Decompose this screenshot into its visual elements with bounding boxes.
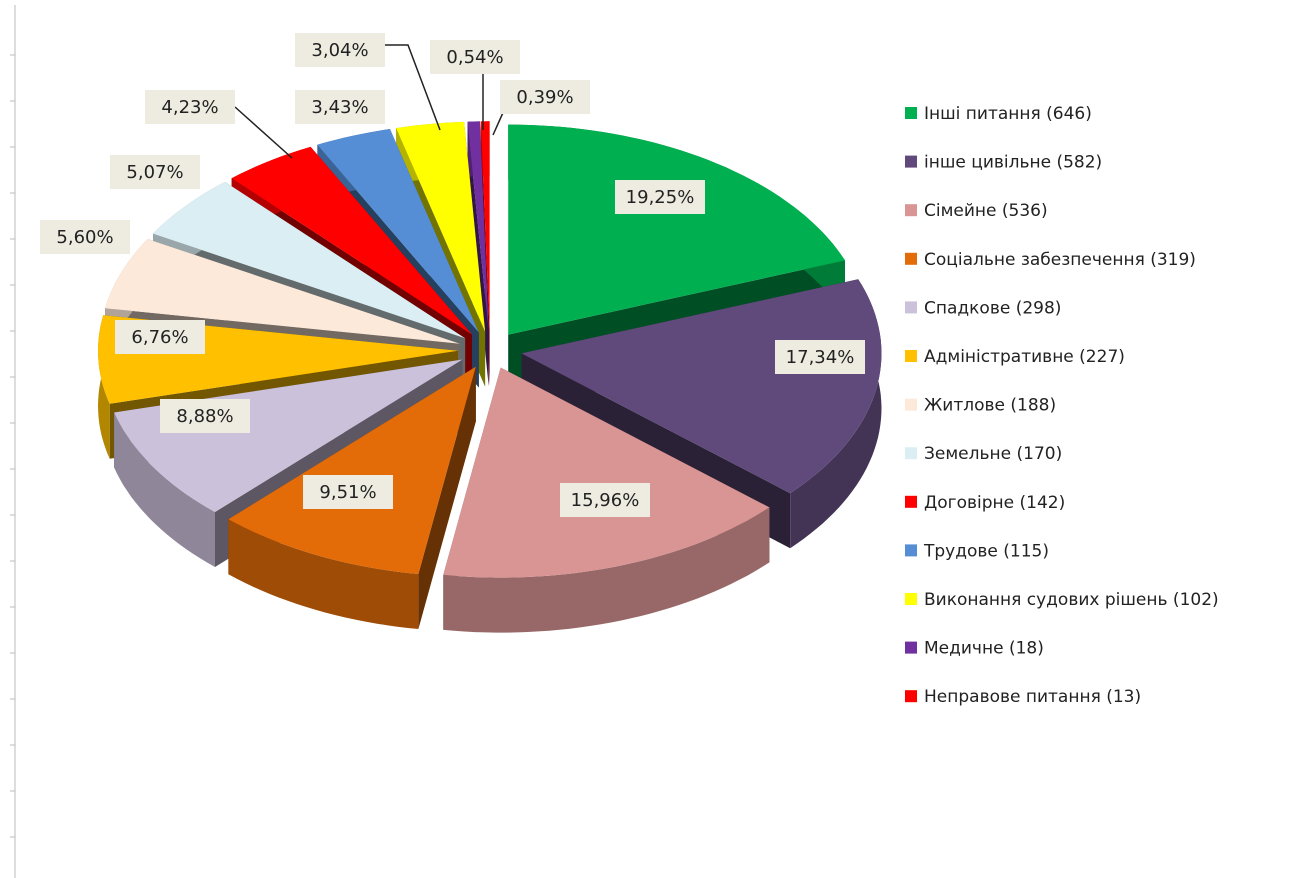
data-label: 15,96% xyxy=(571,490,640,511)
slice xyxy=(105,239,460,344)
legend-label: Виконання судових рішень (102) xyxy=(924,590,1219,610)
legend-swatch xyxy=(905,301,917,314)
label-box xyxy=(500,80,590,114)
data-label: 5,07% xyxy=(126,162,183,183)
slice xyxy=(443,367,770,578)
label-box xyxy=(295,90,385,124)
data-label: 0,54% xyxy=(446,47,503,68)
legend-label: інше цивільне (582) xyxy=(924,153,1102,173)
legend-label: Інші питання (646) xyxy=(924,104,1092,124)
data-label: 6,76% xyxy=(131,327,188,348)
slice xyxy=(508,124,845,335)
label-box xyxy=(160,399,250,433)
data-label: 9,51% xyxy=(319,482,376,503)
leader-line xyxy=(385,44,441,131)
slice-wall xyxy=(114,412,215,567)
legend-swatch xyxy=(905,544,917,557)
legend-swatch xyxy=(905,252,917,265)
legend-label: Спадкове (298) xyxy=(924,298,1061,318)
slice xyxy=(231,146,472,335)
legend-swatch xyxy=(905,593,917,605)
slice xyxy=(228,366,476,574)
label-box xyxy=(775,340,865,374)
legend-label: Житлове (188) xyxy=(924,396,1056,416)
legend-label: Неправове питання (13) xyxy=(924,687,1141,707)
slice-wall xyxy=(228,519,419,629)
legend-swatch xyxy=(905,641,917,654)
legend-label: Медичне (18) xyxy=(924,639,1044,659)
slice-side xyxy=(418,366,476,629)
legend-swatch xyxy=(905,204,917,217)
legend-label: Договірне (142) xyxy=(924,493,1065,513)
legend-swatch xyxy=(905,495,917,508)
label-box xyxy=(303,475,393,509)
legend-label: Земельне (170) xyxy=(924,444,1062,464)
legend-label: Адміністративне (227) xyxy=(924,347,1125,367)
legend-swatch xyxy=(905,155,917,168)
legend-swatch xyxy=(905,350,917,362)
slice xyxy=(480,121,490,332)
slice xyxy=(467,121,489,332)
slice-wall xyxy=(443,507,770,633)
data-label: 19,25% xyxy=(626,187,695,208)
slice xyxy=(317,129,479,333)
slice-wall xyxy=(790,279,882,549)
legend-label: Сімейне (536) xyxy=(924,201,1048,221)
label-box xyxy=(430,40,520,74)
legend-swatch xyxy=(905,447,917,460)
label-box xyxy=(295,33,385,67)
slice xyxy=(153,181,466,339)
slice xyxy=(521,279,882,494)
data-label: 5,60% xyxy=(56,227,113,248)
legend-label: Трудове (115) xyxy=(923,541,1049,561)
label-box xyxy=(110,155,200,189)
data-label: 3,04% xyxy=(311,40,368,61)
left-axis xyxy=(10,5,16,878)
label-box xyxy=(560,483,650,517)
leader-line xyxy=(234,106,293,159)
data-label: 8,88% xyxy=(176,406,233,427)
data-label: 4,23% xyxy=(161,97,218,118)
label-box xyxy=(615,180,705,214)
legend-swatch xyxy=(905,690,917,703)
label-box xyxy=(115,320,205,354)
data-label: 0,39% xyxy=(516,87,573,108)
label-box xyxy=(40,220,130,254)
slice xyxy=(396,121,486,332)
data-label: 3,43% xyxy=(311,97,368,118)
label-box xyxy=(145,90,235,124)
data-label: 17,34% xyxy=(786,347,855,368)
slice xyxy=(114,359,463,512)
legend-label: Соціальне забезпечення (319) xyxy=(924,250,1196,270)
legend-swatch xyxy=(905,107,917,119)
legend-swatch xyxy=(905,398,917,411)
